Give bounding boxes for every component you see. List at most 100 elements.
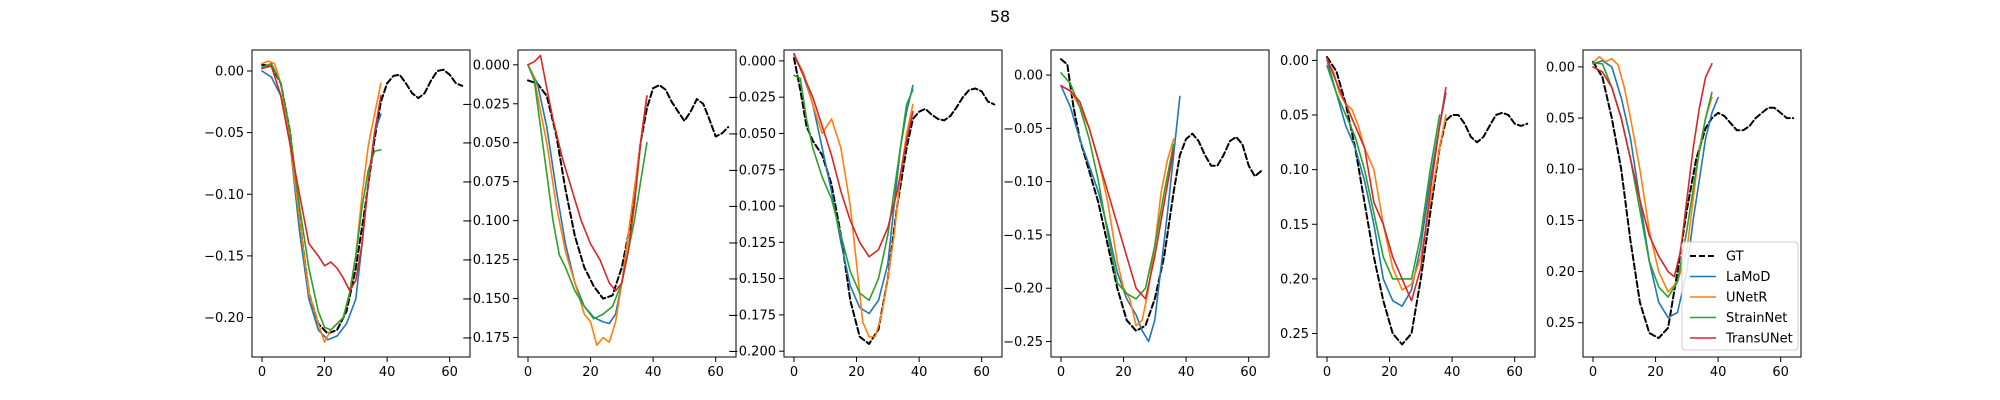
panel-1: 0 20 40 60 0.00 −0.05 −0.10 −0.15 −0.20 [204,49,471,380]
x-tick-label: 40 [1710,365,1727,380]
axes-frame [517,49,737,358]
x-tick-label: 40 [1178,365,1195,380]
series-line-lamod [1326,59,1447,308]
series-line-strainnet [1326,65,1441,280]
y-tick-label: 0.05 [1280,109,1309,124]
y-tick-label: −0.05 [204,126,244,141]
series-line-transunet [1592,62,1713,278]
series-line-unetr [1592,55,1713,293]
y-tick-label: 0.20 [1546,265,1575,280]
series-line-unetr [527,64,648,347]
x-tick-label: 40 [1444,365,1461,380]
series-group [793,52,996,345]
legend-entry-transunet: TransUNet [1690,332,1793,347]
y-tick-label: −0.175 [728,308,776,323]
series-group [1592,55,1795,340]
x-tick-label: 0 [258,365,266,380]
y-tick-label: −0.050 [462,136,510,151]
panels: 0 20 40 600.00−0.05−0.10−0.15−0.200 20 40 600.… [204,49,1802,380]
series-group [1326,56,1529,346]
x-tick-label: 20 [1381,365,1398,380]
x-tick-label: 20 [1647,365,1664,380]
x-tick-label: 0 [1589,365,1597,380]
axes-frame [1050,49,1270,358]
y-tick-label: −0.10 [204,188,244,203]
legend-entry-gt: GT [1690,250,1744,265]
y-tick-label: 0.10 [1546,163,1575,178]
y-tick-label: 0.25 [1546,316,1575,331]
y-tick-label: 0.00 [215,64,244,79]
x-tick-label: 60 [973,365,990,380]
y-tick-label: 0.00 [1280,54,1309,69]
x-tick-label: 20 [582,365,599,380]
x-tick-label: 60 [1772,365,1789,380]
x-tick-label: 20 [1115,365,1132,380]
x-tick-label: 40 [379,365,396,380]
y-tick-label: 0.00 [1014,69,1043,84]
legend-label: UNetR [1726,291,1767,306]
y-tick-label: −0.150 [728,272,776,287]
x-tick-label: 0 [1057,365,1065,380]
series-line-transunet [793,52,914,258]
panel-3: 0 20 40 60 0.000 −0.025 −0.050 −0.075 −0.100 −0.1… [728,49,1003,380]
x-tick-label: 60 [707,365,724,380]
y-tick-label: 0.05 [1546,112,1575,127]
series-line-transunet [261,65,382,292]
series-line-gt [1060,58,1263,332]
axes-frame [1316,49,1536,358]
series-group [527,54,730,347]
y-tick-label: −0.10 [1003,175,1043,190]
panel-2: 0 20 40 60 0.000 −0.025 −0.050 −0.075 −0.100 −0.1… [462,49,737,380]
series-group [261,60,464,344]
series-line-transunet [1326,57,1447,302]
y-tick-label: −0.15 [204,249,244,264]
y-tick-label: −0.025 [728,91,776,106]
y-tick-label: 0.20 [1280,272,1309,287]
panel-6: 0 20 40 60 0.00 0.05 0.10 0.15 0.20 0.25 [1546,49,1802,380]
x-tick-label: 60 [441,365,458,380]
legend-label: GT [1726,250,1744,265]
panel-5: 0 20 40 60 0.00 0.05 0.10 0.15 0.20 0.25 [1280,49,1536,380]
x-tick-label: 0 [1323,365,1331,380]
series-line-transunet [1060,84,1175,300]
y-tick-label: −0.200 [728,345,776,360]
y-tick-label: −0.050 [728,127,776,142]
y-tick-label: 0.000 [473,58,510,73]
axes-frame [251,49,471,358]
y-tick-label: −0.20 [1003,282,1043,297]
axes-frame [783,49,1003,358]
y-tick-label: 0.000 [739,54,776,69]
x-tick-label: 20 [848,365,865,380]
y-tick-label: −0.100 [462,214,510,229]
y-tick-label: −0.100 [728,200,776,215]
x-tick-label: 20 [316,365,333,380]
legend-label: StrainNet [1726,311,1787,326]
series-line-lamod [1592,59,1719,319]
x-tick-label: 40 [911,365,928,380]
series-line-strainnet [793,74,914,302]
legend-box [1681,241,1799,351]
y-tick-label: −0.075 [728,163,776,178]
y-tick-label: 0.25 [1280,327,1309,342]
y-tick-label: 0.10 [1280,163,1309,178]
y-tick-label: −0.20 [204,311,244,326]
x-tick-label: 60 [1506,365,1523,380]
axes-frame [1582,49,1802,358]
y-tick-label: −0.125 [462,253,510,268]
y-tick-label: −0.15 [1003,228,1043,243]
x-tick-label: 0 [524,365,532,380]
y-tick-label: −0.25 [1003,335,1043,350]
x-tick-label: 40 [645,365,662,380]
y-tick-label: −0.05 [1003,122,1043,137]
legend-entry-strainnet: StrainNet [1690,311,1787,326]
series-line-unetr [793,54,914,338]
series-line-gt [1326,56,1529,346]
y-tick-label: −0.150 [462,292,510,307]
series-group [1060,58,1263,343]
y-tick-label: 0.15 [1546,214,1575,229]
legend: GT LaMoD UNetR StrainNet TransUNet [1681,241,1799,351]
y-tick-label: −0.175 [462,331,510,346]
x-tick-label: 60 [1240,365,1257,380]
